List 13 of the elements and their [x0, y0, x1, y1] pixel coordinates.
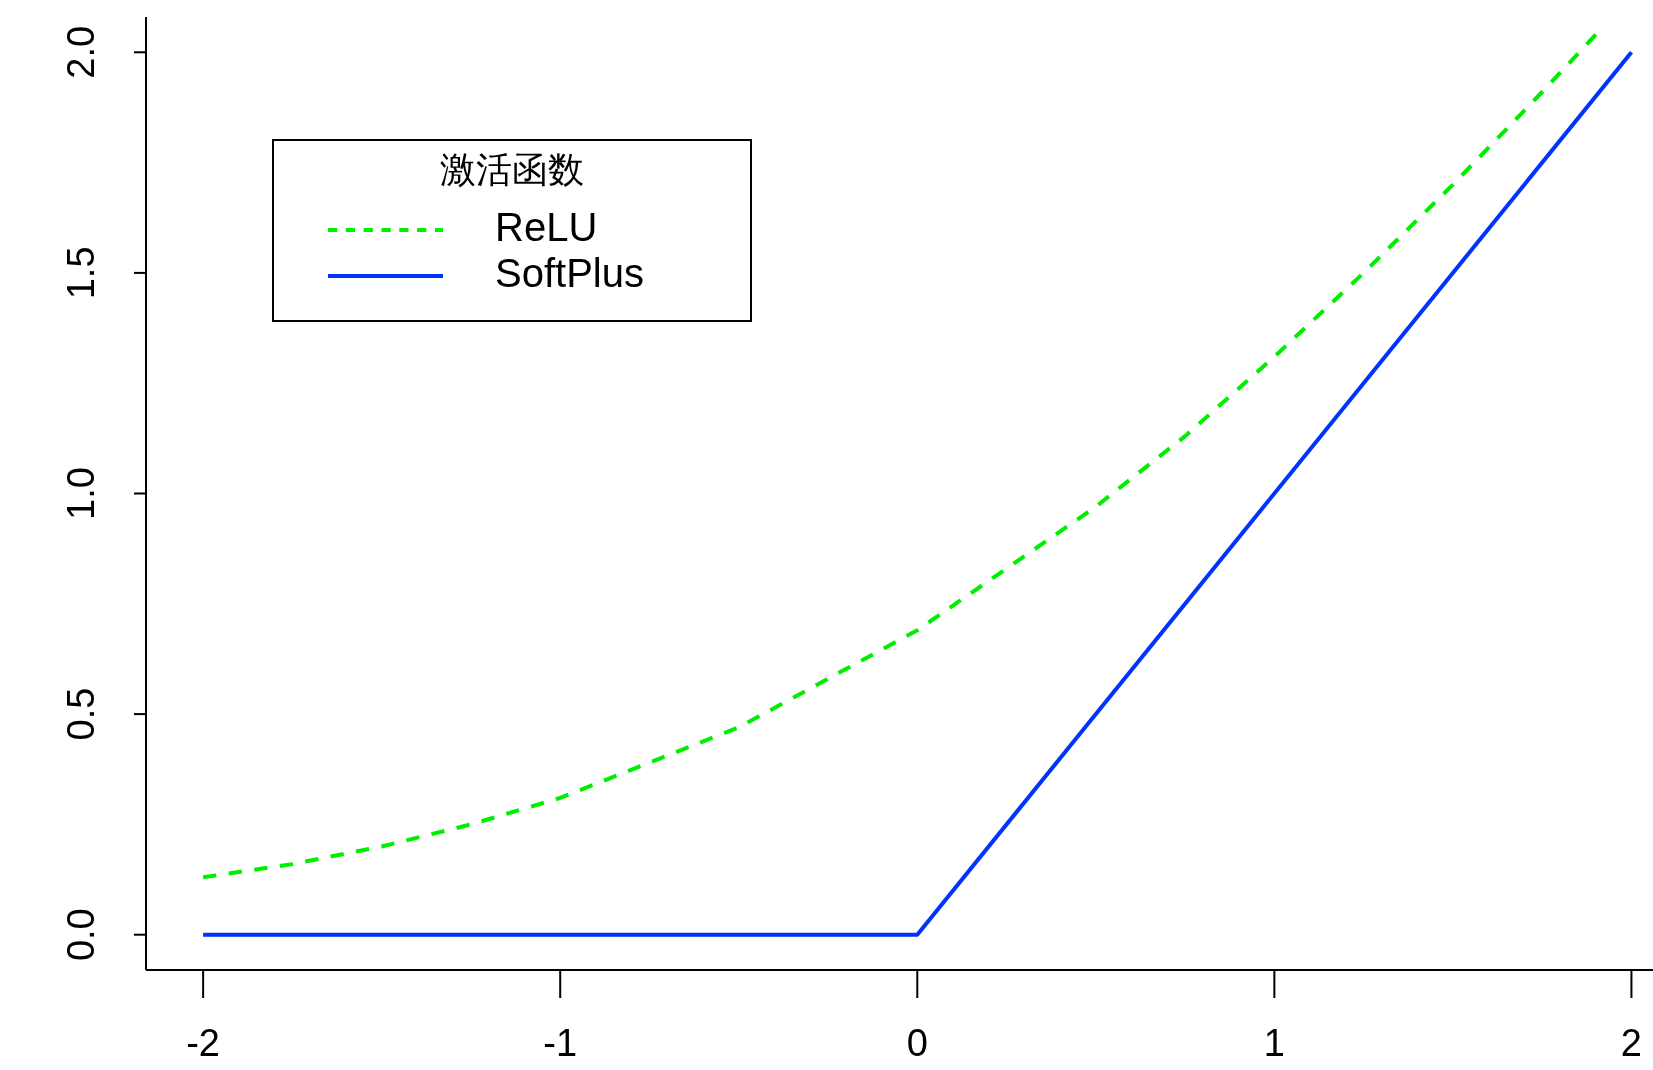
- legend-title: 激活函数: [440, 149, 584, 190]
- y-tick-label: 2.0: [60, 25, 103, 79]
- y-tick-label: 0.0: [60, 908, 103, 962]
- legend-label: SoftPlus: [495, 250, 644, 295]
- x-tick-label: 0: [906, 1022, 928, 1064]
- x-tick-label: -1: [543, 1022, 578, 1064]
- y-tick-label: 0.5: [60, 687, 103, 741]
- y-tick-label: 1.5: [60, 246, 103, 300]
- legend-label: ReLU: [495, 204, 598, 249]
- x-tick-label: 1: [1263, 1022, 1285, 1064]
- x-tick-label: -2: [186, 1022, 221, 1064]
- x-tick-label: 2: [1620, 1022, 1642, 1064]
- y-tick-label: 1.0: [60, 467, 103, 520]
